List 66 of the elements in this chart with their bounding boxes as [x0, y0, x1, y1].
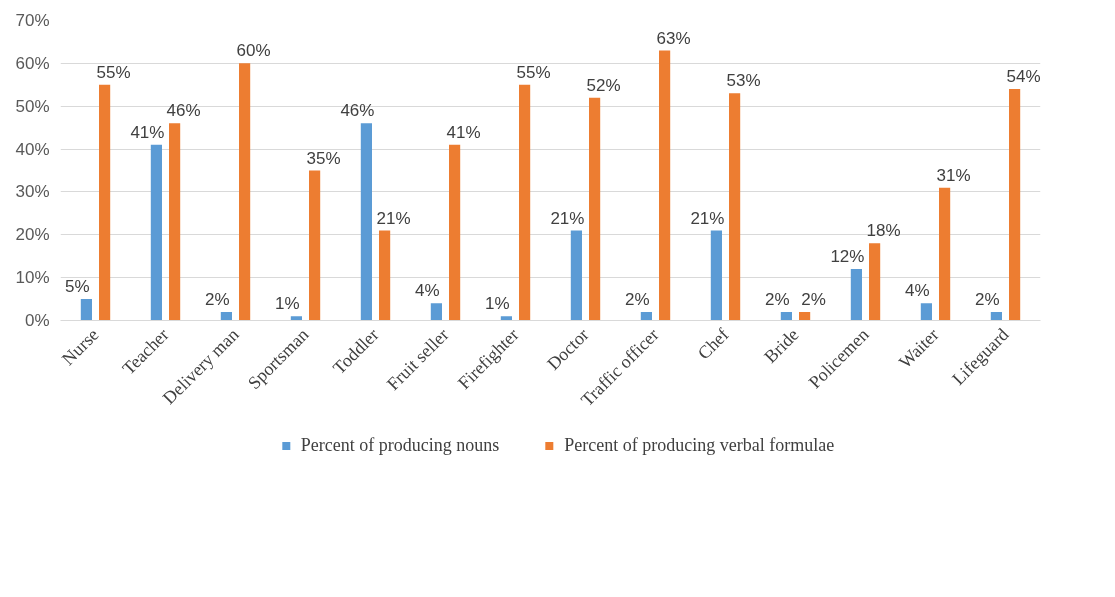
y-tick-label: 50%	[15, 96, 50, 116]
bar	[990, 311, 1002, 321]
bar	[220, 311, 232, 321]
legend-label: Percent of producing nouns	[300, 434, 500, 456]
data-label: 1%	[275, 294, 300, 314]
bar	[710, 230, 722, 321]
bar	[169, 123, 181, 321]
data-label: 12%	[830, 247, 865, 267]
data-label: 2%	[625, 289, 650, 309]
data-label: 53%	[726, 71, 761, 91]
y-tick-label: 60%	[15, 53, 50, 73]
bar	[729, 93, 741, 321]
bar	[1009, 89, 1021, 321]
bar	[659, 50, 671, 321]
bar	[80, 299, 92, 321]
data-label: 46%	[340, 101, 375, 121]
y-tick-label: 20%	[15, 225, 50, 245]
data-label: 2%	[801, 289, 826, 309]
data-label: 1%	[485, 294, 510, 314]
bar	[239, 63, 251, 321]
bar	[920, 303, 932, 321]
data-label: 31%	[936, 165, 971, 185]
data-label: 5%	[65, 277, 90, 297]
data-label: 63%	[656, 28, 691, 48]
data-label: 21%	[690, 208, 725, 228]
bar	[449, 144, 461, 321]
data-label: 2%	[765, 289, 790, 309]
bar	[939, 187, 951, 321]
data-label: 4%	[415, 281, 440, 301]
data-label: 41%	[130, 122, 165, 142]
bar	[519, 84, 531, 321]
bar	[640, 311, 652, 321]
y-tick-label: 10%	[15, 268, 50, 288]
data-label: 55%	[516, 62, 551, 82]
y-tick-label: 70%	[15, 11, 50, 30]
bar	[360, 123, 372, 321]
bar	[570, 230, 582, 321]
data-label: 35%	[306, 148, 341, 168]
data-label: 60%	[236, 41, 271, 61]
data-label: 2%	[975, 289, 1000, 309]
bar	[589, 97, 601, 321]
bar	[99, 84, 111, 321]
legend-label: Percent of producing verbal formulae	[564, 434, 835, 456]
data-label: 52%	[586, 75, 621, 95]
bar	[309, 170, 321, 321]
data-label: 21%	[376, 208, 411, 228]
data-label: 21%	[550, 208, 585, 228]
bar	[150, 144, 162, 321]
bar	[799, 311, 811, 321]
bar	[379, 230, 391, 321]
bar	[430, 303, 442, 321]
data-label: 18%	[866, 221, 901, 241]
data-label: 54%	[1006, 67, 1041, 87]
data-label: 2%	[205, 289, 230, 309]
data-label: 4%	[905, 281, 930, 301]
y-tick-label: 40%	[15, 139, 50, 159]
y-tick-label: 0%	[24, 311, 50, 330]
bar	[780, 311, 792, 321]
bar	[500, 316, 512, 321]
data-label: 55%	[96, 62, 131, 82]
bar	[869, 243, 881, 321]
bar	[850, 269, 862, 321]
y-tick-label: 30%	[15, 182, 50, 202]
data-label: 46%	[166, 101, 201, 121]
data-label: 41%	[446, 122, 481, 142]
bar	[290, 316, 302, 321]
